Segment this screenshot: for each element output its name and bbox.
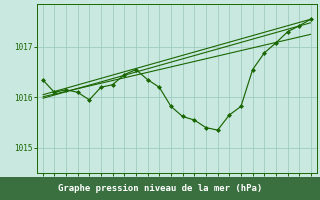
Text: Graphe pression niveau de la mer (hPa): Graphe pression niveau de la mer (hPa)	[58, 184, 262, 193]
